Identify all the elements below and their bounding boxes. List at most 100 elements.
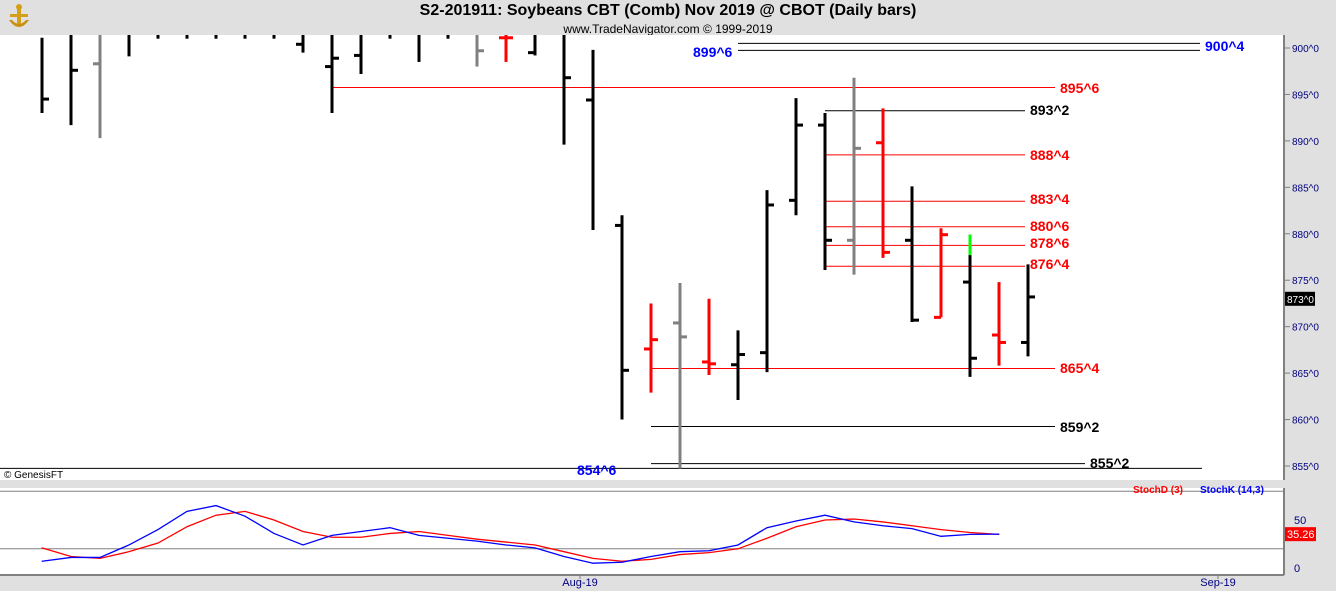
stoch-point-1-15 xyxy=(476,540,478,542)
stoch-point-0-32 xyxy=(969,531,971,533)
last-price-tag xyxy=(1285,291,1315,306)
level-label-5: 883^4 xyxy=(1030,191,1070,207)
price-tick-label-7: 890^0 xyxy=(1292,137,1319,148)
stoch-point-1-8 xyxy=(273,532,275,534)
stoch-point-1-9 xyxy=(302,544,304,546)
legend-stochd: StochD (3) xyxy=(1133,485,1183,496)
level-label-8: 876^4 xyxy=(1030,256,1070,272)
stoch-point-0-18 xyxy=(563,551,565,553)
stoch-point-1-19 xyxy=(592,562,594,564)
stoch-point-1-20 xyxy=(621,561,623,563)
price-tick-label-5: 880^0 xyxy=(1292,230,1319,241)
time-tick-label-1: Sep-19 xyxy=(1200,577,1235,589)
stoch-point-0-22 xyxy=(679,554,681,556)
stoch-tick-label-0: 0 xyxy=(1294,563,1300,575)
stoch-point-1-16 xyxy=(505,544,507,546)
stoch-point-1-18 xyxy=(563,555,565,557)
stoch-point-0-25 xyxy=(766,537,768,539)
stoch-point-0-9 xyxy=(302,531,304,533)
chart-subtitle: www.TradeNavigator.com © 1999-2019 xyxy=(563,22,773,36)
level-label-9: 865^4 xyxy=(1060,360,1100,376)
watermark: © GenesisFT xyxy=(4,470,63,481)
price-tick-label-4: 875^0 xyxy=(1292,276,1319,287)
stoch-point-1-32 xyxy=(969,533,971,535)
stoch-point-0-12 xyxy=(389,532,391,534)
stoch-point-0-10 xyxy=(331,536,333,538)
last-price-label: 873^0 xyxy=(1287,295,1314,306)
level-label-7: 878^6 xyxy=(1030,235,1070,251)
price-tick-label-0: 855^0 xyxy=(1292,462,1319,473)
stoch-point-1-23 xyxy=(708,550,710,552)
stoch-point-1-6 xyxy=(215,505,217,507)
stoch-point-0-14 xyxy=(447,534,449,536)
stoch-point-0-31 xyxy=(940,529,942,531)
price-tick-label-6: 885^0 xyxy=(1292,183,1319,194)
stoch-point-0-16 xyxy=(505,541,507,543)
stoch-point-1-21 xyxy=(650,555,652,557)
stoch-point-0-30 xyxy=(911,525,913,527)
stoch-point-1-10 xyxy=(331,534,333,536)
stoch-point-0-8 xyxy=(273,519,275,521)
stoch-point-0-28 xyxy=(853,518,855,520)
stoch-point-1-29 xyxy=(882,525,884,527)
level-label-10: 859^2 xyxy=(1060,419,1100,435)
stoch-point-1-4 xyxy=(157,529,159,531)
level-label-1: 899^6 xyxy=(693,44,733,60)
stoch-point-0-21 xyxy=(650,558,652,560)
stoch-point-1-28 xyxy=(853,521,855,523)
stoch-point-0-2 xyxy=(99,557,101,559)
stoch-point-1-13 xyxy=(418,534,420,536)
stoch-last-label: 35.26 xyxy=(1287,529,1315,541)
level-label-2: 895^6 xyxy=(1060,80,1100,96)
level-label-0: 900^4 xyxy=(1205,38,1245,54)
stoch-line-d xyxy=(41,510,1000,562)
price-tick-label-1: 860^0 xyxy=(1292,416,1319,427)
price-panel[interactable] xyxy=(0,35,1284,480)
stoch-point-1-33 xyxy=(998,533,1000,535)
stoch-point-0-3 xyxy=(128,551,130,553)
stoch-point-0-15 xyxy=(476,538,478,540)
stoch-point-0-6 xyxy=(215,514,217,516)
stoch-point-0-19 xyxy=(592,557,594,559)
stoch-point-0-7 xyxy=(244,510,246,512)
stoch-point-0-29 xyxy=(882,521,884,523)
price-tick-label-2: 865^0 xyxy=(1292,369,1319,380)
stoch-point-1-12 xyxy=(389,527,391,529)
price-tick-label-3: 870^0 xyxy=(1292,323,1319,334)
level-label-6: 880^6 xyxy=(1030,218,1070,234)
stoch-point-1-17 xyxy=(534,547,536,549)
stoch-tick-label-1: 50 xyxy=(1294,515,1306,527)
stoch-point-1-3 xyxy=(128,544,130,546)
stoch-last-tag xyxy=(1285,527,1316,542)
level-label-11: 855^2 xyxy=(1090,455,1130,471)
stoch-point-1-2 xyxy=(99,556,101,558)
stoch-line-k xyxy=(41,504,1000,564)
stoch-point-1-24 xyxy=(737,544,739,546)
stoch-point-1-25 xyxy=(766,527,768,529)
level-label-4: 888^4 xyxy=(1030,147,1070,163)
stoch-point-0-13 xyxy=(418,531,420,533)
stoch-point-0-0 xyxy=(41,547,43,549)
stoch-point-0-5 xyxy=(186,526,188,528)
time-tick-label-0: Aug-19 xyxy=(562,577,597,589)
stoch-point-1-31 xyxy=(940,535,942,537)
stoch-point-0-26 xyxy=(795,526,797,528)
trade-navigator-logo-icon xyxy=(4,2,34,37)
stoch-point-0-1 xyxy=(70,555,72,557)
stoch-point-1-22 xyxy=(679,551,681,553)
stoch-point-1-27 xyxy=(824,514,826,516)
stoch-point-0-24 xyxy=(737,548,739,550)
stoch-point-1-26 xyxy=(795,520,797,522)
stoch-point-1-1 xyxy=(70,556,72,558)
level-label-3: 893^2 xyxy=(1030,102,1070,118)
stoch-point-1-30 xyxy=(911,528,913,530)
chart-title: S2-201911: Soybeans CBT (Comb) Nov 2019 … xyxy=(419,2,917,19)
stoch-point-1-0 xyxy=(41,560,43,562)
stoch-point-0-17 xyxy=(534,544,536,546)
stoch-point-1-7 xyxy=(244,515,246,517)
stoch-point-1-14 xyxy=(447,537,449,539)
level-label-12: 854^6 xyxy=(577,462,617,478)
stochastic-panel[interactable] xyxy=(0,488,1284,575)
